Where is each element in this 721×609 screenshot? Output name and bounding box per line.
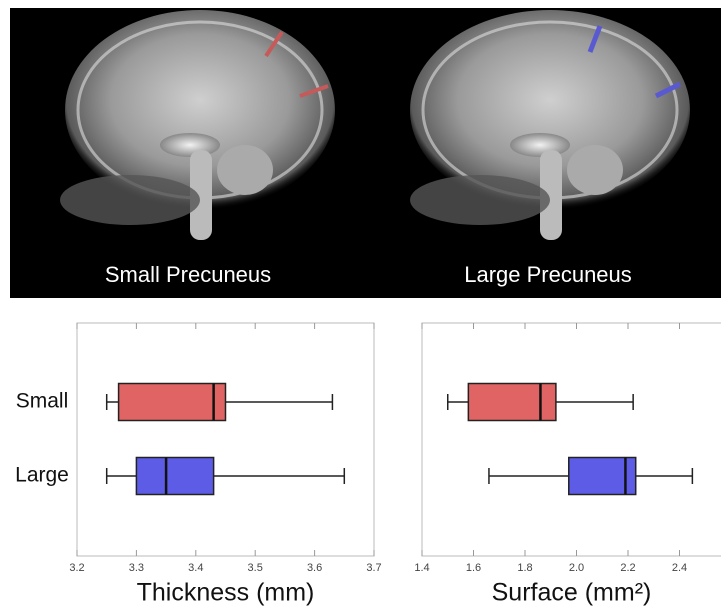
page: Small Precuneus Large Precuneus 3.2 3.3 3.… xyxy=(0,0,721,609)
x-tick-label: 3.5 xyxy=(248,562,263,574)
x-tick-label: 3.6 xyxy=(307,562,322,574)
x-tick-label: 3.4 xyxy=(188,562,203,574)
x-tick-label: 2.4 xyxy=(672,562,687,574)
box xyxy=(468,384,556,421)
image-caption: Large Precuneus xyxy=(464,262,632,287)
box xyxy=(136,458,213,495)
x-tick-label: 3.7 xyxy=(366,562,381,574)
x-tick-label: 2.2 xyxy=(620,562,635,574)
image-caption: Small Precuneus xyxy=(105,262,271,287)
category-label: Large xyxy=(15,464,69,487)
figure: Small Precuneus Large Precuneus 3.2 3.3 3.… xyxy=(0,0,721,609)
box xyxy=(119,384,226,421)
plot-frame xyxy=(422,323,721,556)
x-tick-label: 3.2 xyxy=(69,562,84,574)
x-axis-label: Thickness (mm) xyxy=(137,579,315,607)
x-tick-label: 1.6 xyxy=(466,562,481,574)
x-tick-label: 1.8 xyxy=(517,562,532,574)
x-tick-label: 1.4 xyxy=(414,562,429,574)
x-tick-label: 3.3 xyxy=(129,562,144,574)
x-tick-label: 2.0 xyxy=(569,562,584,574)
x-axis-label: Surface (mm²) xyxy=(492,579,652,607)
category-label: Small xyxy=(16,390,69,413)
plot-frame xyxy=(77,323,374,556)
